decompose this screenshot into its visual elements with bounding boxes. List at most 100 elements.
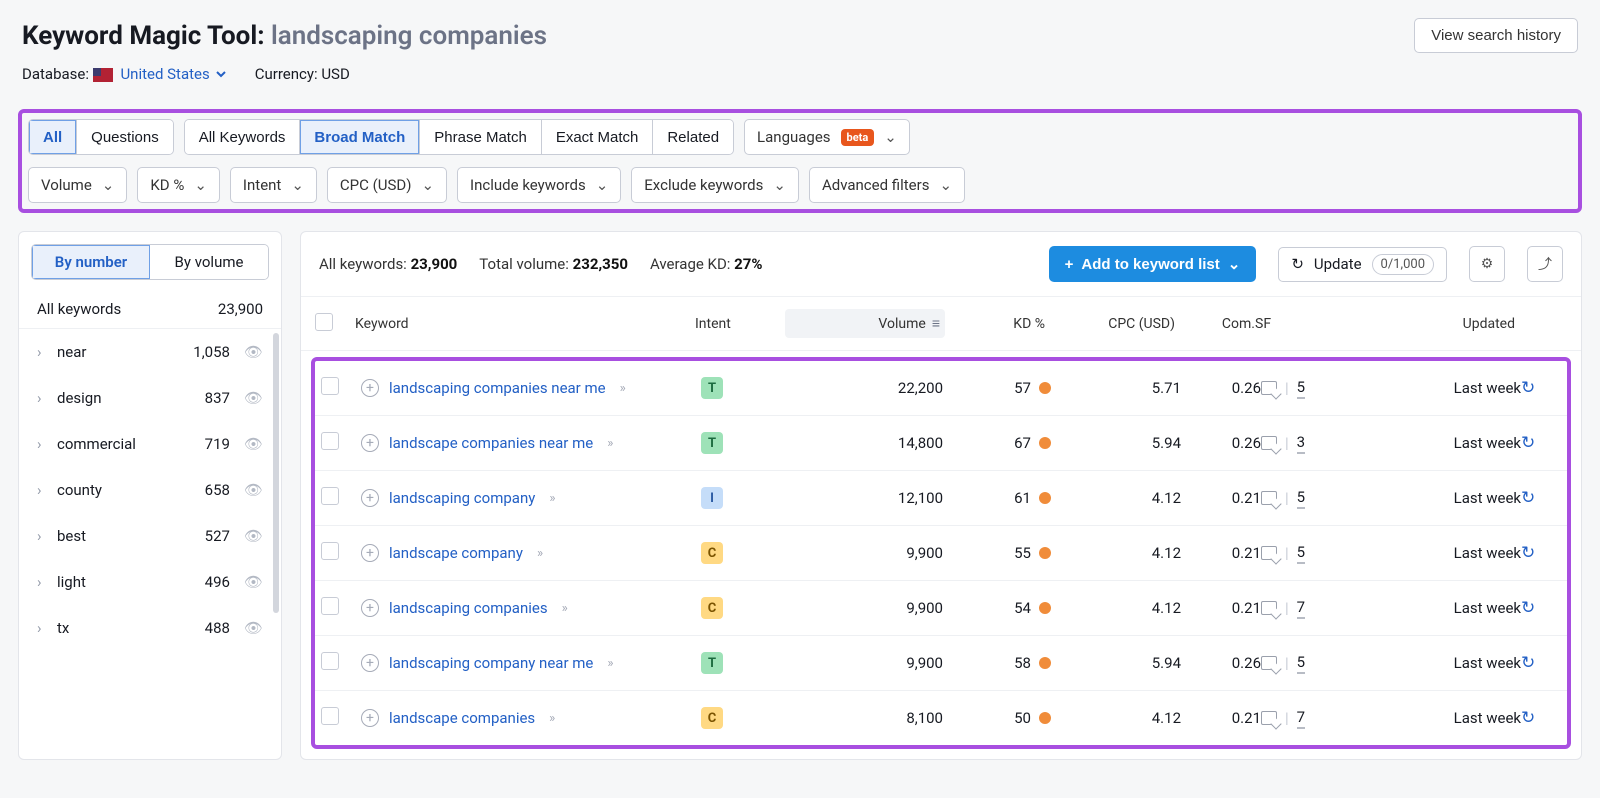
sidebar-item-tx[interactable]: ›tx488👁 <box>19 605 281 651</box>
serp-features-icon[interactable] <box>1261 491 1277 505</box>
expand-icon[interactable]: + <box>361 599 379 617</box>
filter-kd-[interactable]: KD %⌄ <box>137 167 220 203</box>
filter-intent[interactable]: Intent⌄ <box>230 167 317 203</box>
settings-button[interactable]: ⚙ <box>1469 246 1505 282</box>
refresh-row-button[interactable]: ↻ <box>1521 708 1535 728</box>
open-icon[interactable]: » <box>562 601 568 616</box>
serp-features-icon[interactable] <box>1261 381 1277 395</box>
tab-all[interactable]: All <box>29 120 77 154</box>
eye-icon[interactable]: 👁 <box>244 389 263 407</box>
sidebar-item-light[interactable]: ›light496👁 <box>19 559 281 605</box>
tab-related[interactable]: Related <box>653 120 733 154</box>
sidebar-item-near[interactable]: ›near1,058👁 <box>19 329 281 375</box>
view-history-button[interactable]: View search history <box>1414 18 1578 53</box>
eye-icon[interactable]: 👁 <box>244 481 263 499</box>
open-icon[interactable]: » <box>607 656 613 671</box>
row-checkbox[interactable] <box>321 597 339 615</box>
row-checkbox[interactable] <box>321 432 339 450</box>
scrollbar[interactable] <box>273 333 279 613</box>
select-all-checkbox[interactable] <box>315 313 333 331</box>
tab-by-number[interactable]: By number <box>32 245 150 279</box>
tab-phrase-match[interactable]: Phrase Match <box>420 120 542 154</box>
serp-features-icon[interactable] <box>1261 656 1277 670</box>
expand-icon[interactable]: + <box>361 379 379 397</box>
serp-features-icon[interactable] <box>1261 546 1277 560</box>
row-checkbox[interactable] <box>321 377 339 395</box>
row-checkbox[interactable] <box>321 542 339 560</box>
col-volume[interactable]: Volume≡ <box>785 309 945 338</box>
keyword-link[interactable]: landscaping company near me <box>389 654 593 672</box>
table-row: +landscape companies near me»T14,800675.… <box>315 416 1567 471</box>
col-keyword[interactable]: Keyword <box>355 316 695 332</box>
filter-volume[interactable]: Volume⌄ <box>28 167 127 203</box>
refresh-row-button[interactable]: ↻ <box>1521 378 1535 398</box>
volume-value: 9,900 <box>791 544 951 562</box>
filter-advanced-filters[interactable]: Advanced filters⌄ <box>809 167 965 203</box>
keyword-link[interactable]: landscape companies <box>389 709 535 727</box>
expand-icon[interactable]: + <box>361 709 379 727</box>
keyword-link[interactable]: landscaping companies <box>389 599 548 617</box>
filter-cpc-usd-[interactable]: CPC (USD)⌄ <box>327 167 447 203</box>
update-button[interactable]: ↻ Update 0/1,000 <box>1278 247 1447 282</box>
serp-features-icon[interactable] <box>1261 711 1277 725</box>
refresh-row-button[interactable]: ↻ <box>1521 653 1535 673</box>
col-sf[interactable]: SF <box>1255 316 1335 332</box>
chevron-down-icon: ⌄ <box>773 176 786 194</box>
row-checkbox[interactable] <box>321 487 339 505</box>
refresh-row-button[interactable]: ↻ <box>1521 488 1535 508</box>
open-icon[interactable]: » <box>549 711 555 726</box>
open-icon[interactable]: » <box>620 381 626 396</box>
tab-broad-match[interactable]: Broad Match <box>300 120 420 154</box>
languages-dropdown[interactable]: Languages beta ⌄ <box>744 119 910 155</box>
open-icon[interactable]: » <box>537 546 543 561</box>
tab-questions[interactable]: Questions <box>77 120 173 154</box>
expand-icon[interactable]: + <box>361 654 379 672</box>
sidebar-item-design[interactable]: ›design837👁 <box>19 375 281 421</box>
col-com[interactable]: Com. <box>1175 316 1255 332</box>
chevron-down-icon: ⌄ <box>291 176 304 194</box>
eye-icon[interactable]: 👁 <box>244 527 263 545</box>
tab-all-keywords[interactable]: All Keywords <box>185 120 301 154</box>
chevron-right-icon: › <box>37 435 47 453</box>
keyword-link[interactable]: landscaping company <box>389 489 535 507</box>
tab-by-volume[interactable]: By volume <box>150 245 268 279</box>
refresh-row-button[interactable]: ↻ <box>1521 543 1535 563</box>
chevron-down-icon: ⌄ <box>596 176 609 194</box>
sidebar-item-commercial[interactable]: ›commercial719👁 <box>19 421 281 467</box>
keyword-link[interactable]: landscape companies near me <box>389 434 593 452</box>
eye-icon[interactable]: 👁 <box>244 435 263 453</box>
eye-icon[interactable]: 👁 <box>244 619 263 637</box>
col-kd[interactable]: KD % <box>945 316 1045 332</box>
col-intent[interactable]: Intent <box>695 316 785 332</box>
sidebar-item-best[interactable]: ›best527👁 <box>19 513 281 559</box>
expand-icon[interactable]: + <box>361 434 379 452</box>
refresh-row-button[interactable]: ↻ <box>1521 598 1535 618</box>
chevron-down-icon: ⌄ <box>939 176 952 194</box>
row-checkbox[interactable] <box>321 707 339 725</box>
sidebar-item-county[interactable]: ›county658👁 <box>19 467 281 513</box>
tab-exact-match[interactable]: Exact Match <box>542 120 654 154</box>
refresh-row-button[interactable]: ↻ <box>1521 433 1535 453</box>
row-checkbox[interactable] <box>321 652 339 670</box>
filter-include-keywords[interactable]: Include keywords⌄ <box>457 167 621 203</box>
open-icon[interactable]: » <box>549 491 555 506</box>
database-selector[interactable]: Database: United States <box>22 65 227 83</box>
eye-icon[interactable]: 👁 <box>244 573 263 591</box>
serp-features-icon[interactable] <box>1261 601 1277 615</box>
expand-icon[interactable]: + <box>361 544 379 562</box>
table-row: +landscaping company»I12,100614.120.21|5… <box>315 471 1567 526</box>
keyword-link[interactable]: landscape company <box>389 544 523 562</box>
export-button[interactable]: ⤴ <box>1527 246 1563 282</box>
kd-value: 55 <box>1014 544 1031 562</box>
expand-icon[interactable]: + <box>361 489 379 507</box>
open-icon[interactable]: » <box>607 436 613 451</box>
keyword-link[interactable]: landscaping companies near me <box>389 379 606 397</box>
eye-icon[interactable]: 👁 <box>244 343 263 361</box>
serp-features-icon[interactable] <box>1261 436 1277 450</box>
kd-dot-icon <box>1039 382 1051 394</box>
filter-exclude-keywords[interactable]: Exclude keywords⌄ <box>631 167 799 203</box>
add-to-list-button[interactable]: + Add to keyword list ⌄ <box>1049 246 1257 282</box>
stat-all-keywords: All keywords: 23,900 <box>319 255 457 273</box>
col-updated[interactable]: Updated <box>1335 316 1515 332</box>
col-cpc[interactable]: CPC (USD) <box>1045 316 1175 332</box>
